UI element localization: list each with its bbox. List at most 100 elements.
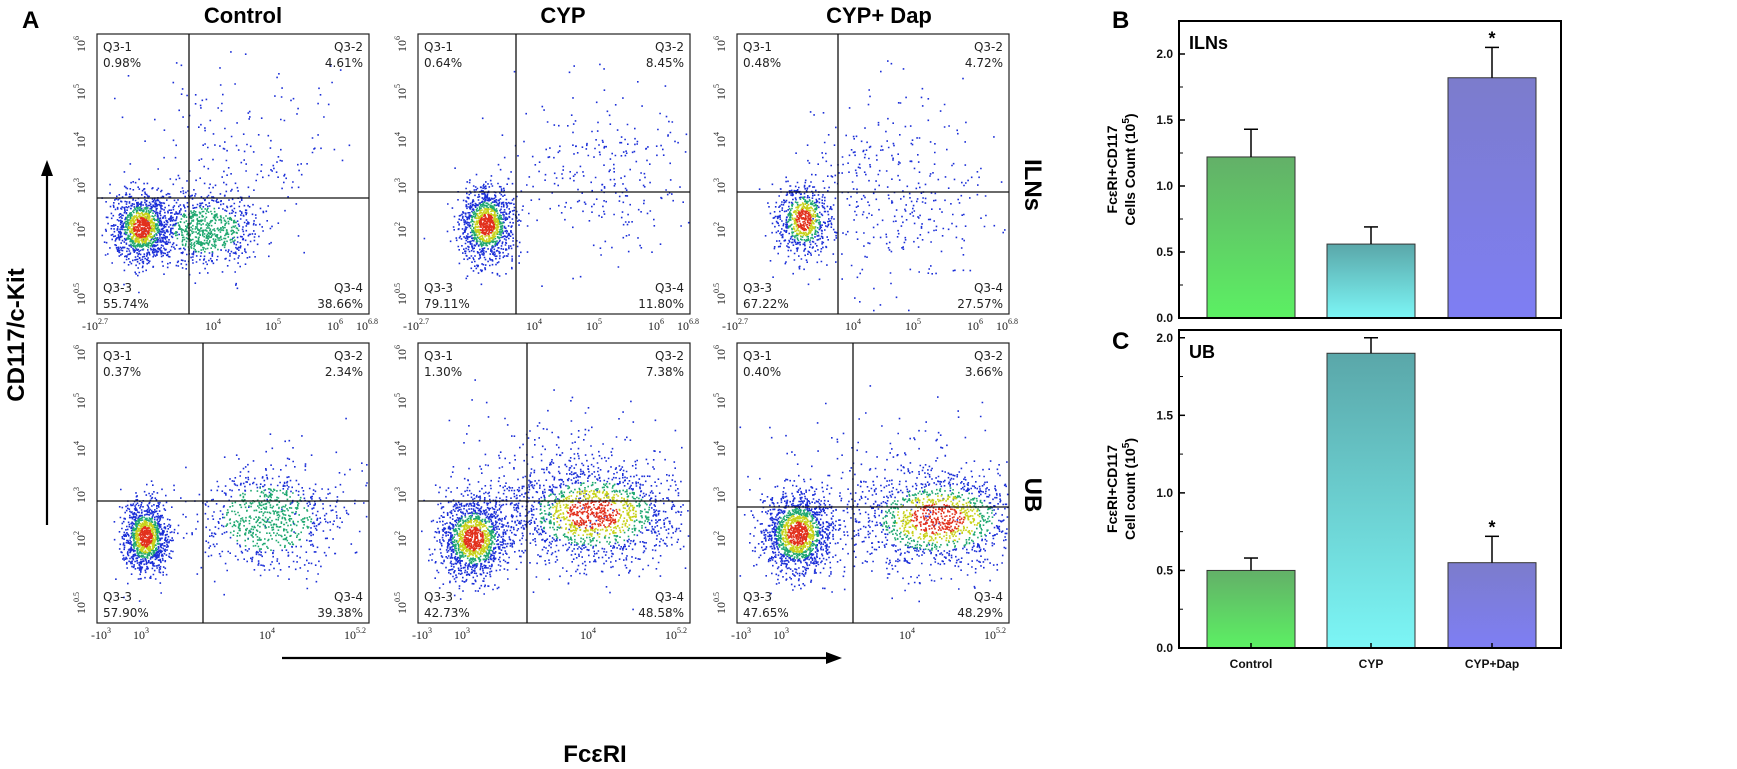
y-tick-label: 105 [393,393,409,409]
y-tick-label: 102 [712,531,728,547]
y-tick-label: 100.5 [72,283,88,305]
y-tick-label: 105 [72,84,88,100]
flow-plot-ilns-1: Q3-1 0.98% Q3-2 4.61% Q3-3 55.74% Q3-4 38.66% 10… [72,33,378,333]
x-axis-arrow-head [826,652,842,664]
y-tick-label: 102 [393,531,409,547]
x-tick-label: 104 [259,626,275,642]
quadrant-q2-pct: 7.38% [646,365,684,379]
dots-high-density [781,495,981,554]
y-tick-label: 103 [393,178,409,194]
quadrant-q3-pct: 79.11% [424,297,470,311]
bar-cyp [1326,243,1416,319]
dots-low-density [758,60,1006,312]
y-tick-label: 102 [712,222,728,238]
y-axis-label-line2: Cells Count (105) [1121,113,1138,225]
flow-scatter-dots [758,60,1006,312]
flow-scatter-dots [101,51,351,294]
chart-title: UB [1189,342,1215,362]
x-tick-label: 104 [845,317,861,333]
quadrant-q4-name: Q3-4 [655,590,684,604]
y-tick-label: 2.0 [1156,331,1173,345]
panel-letter-c: C [1112,328,1129,355]
x-tick-label: 106 [327,317,343,333]
dots-peak-density [795,208,812,232]
y-tick-label: 103 [712,178,728,194]
quadrant-q1-name: Q3-1 [743,349,772,363]
dots-mid-density [131,487,313,559]
chart-title: ILNs [1189,33,1228,53]
x-tick-label: 106.8 [356,317,378,333]
x-tick-label: 105.2 [984,626,1006,642]
y-tick-label: 105 [712,393,728,409]
dots-peak-density [463,499,621,552]
x-tick-label: 105.2 [665,626,687,642]
quadrant-q4-pct: 48.58% [638,606,684,620]
quadrant-q2-pct: 2.34% [325,365,363,379]
quadrant-q1-pct: 0.98% [103,56,141,70]
x-tick-label: 104 [526,317,542,333]
dots-mid-density [775,487,994,560]
y-tick-label: 105 [393,84,409,100]
y-axis-label-line1: FcεRI+CD117 [1104,445,1120,533]
quadrant-q2-pct: 8.45% [646,56,684,70]
x-tick-label: 106 [648,317,664,333]
chart-frame [1178,329,1562,649]
quadrant-q4-pct: 11.80% [638,297,684,311]
dots-low-density [113,417,368,602]
x-tick-label: -102.7 [722,317,748,333]
y-tick-label: 1.5 [1156,408,1173,422]
chart-frame [1178,20,1562,319]
x-tick-label: 104 [899,626,915,642]
y-axis-arrow-head [41,160,53,176]
flow-cytometry-grid: Q3-1 0.98% Q3-2 4.61% Q3-3 55.74% Q3-4 38.66% 10… [72,33,1018,642]
y-tick-label: 105 [72,393,88,409]
bar-control [1206,156,1296,319]
y-tick-label: 104 [72,132,88,148]
y-tick-label: 102 [72,531,88,547]
dots-high-density [134,520,157,554]
bar-cyp-dap [1447,77,1537,319]
plot-frame [417,33,691,315]
quadrant-q2-name: Q3-2 [334,40,363,54]
quadrant-q1-name: Q3-1 [424,349,453,363]
quadrant-q3-name: Q3-3 [743,590,772,604]
x-tick-label: 106 [967,317,983,333]
x-tick-label: -102.7 [403,317,429,333]
x-tick-label: 106.8 [996,317,1018,333]
y-tick-label: 102 [72,222,88,238]
x-tick-label: 104 [205,317,221,333]
y-tick-label: 0.5 [1156,563,1173,577]
quadrant-q2-name: Q3-2 [655,40,684,54]
quadrant-q4-name: Q3-4 [334,281,363,295]
y-tick-label: 104 [393,132,409,148]
bar-cyp [1326,352,1416,649]
y-tick-label: 106 [712,36,728,52]
bar-control [1206,569,1296,649]
x-category-label: CYP+Dap [1465,657,1519,671]
significance-marker: * [1488,517,1495,537]
plot-frame [96,33,370,315]
plot-frame [736,342,1010,624]
y-tick-label: 102 [393,222,409,238]
quadrant-q3-pct: 55.74% [103,297,149,311]
column-header-cyp-dap: CYP+ Dap [826,3,932,28]
quadrant-q1-pct: 0.40% [743,365,781,379]
y-tick-label: 104 [712,132,728,148]
y-tick-label: 106 [72,345,88,361]
y-tick-label: 100.5 [393,283,409,305]
y-tick-label: 103 [712,487,728,503]
row-label-ilns: ILNs [1019,159,1046,211]
x-tick-label: 103 [454,626,470,642]
quadrant-q1-pct: 0.48% [743,56,781,70]
x-category-label: Control [1230,657,1273,671]
x-tick-label: -103 [412,626,432,642]
bar-chart-b: * 0.0 0.5 1.0 1.5 2.0 ILNs FcεRI+CD117 Cells Cou… [1104,20,1562,325]
y-tick-label: 100.5 [712,592,728,614]
quadrant-q3-name: Q3-3 [424,590,453,604]
quadrant-q1-name: Q3-1 [743,40,772,54]
y-tick-label: 106 [712,345,728,361]
quadrant-q3-name: Q3-3 [103,281,132,295]
y-tick-label: 1.0 [1156,486,1173,500]
x-tick-label: 105 [586,317,602,333]
y-axis-label-line2: Cell count (105) [1121,438,1138,540]
